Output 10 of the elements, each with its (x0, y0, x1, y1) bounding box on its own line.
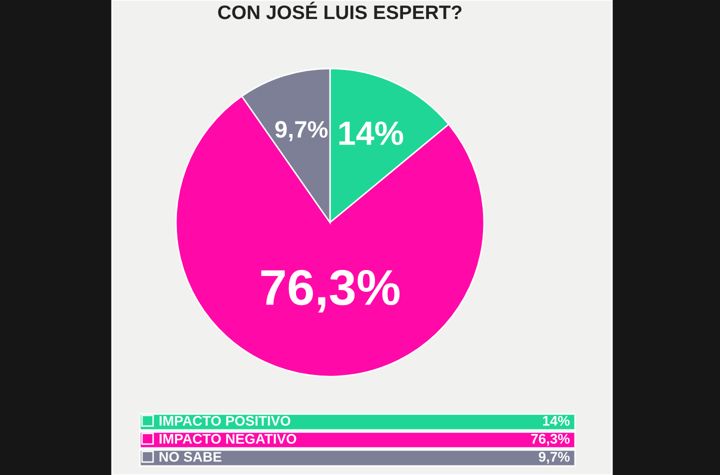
data-label: 14% (339, 122, 404, 145)
text: 76,3% (531, 434, 570, 446)
data-label: 9,7% (275, 121, 328, 142)
chart-title: CON JOSÉ LUIS ESPERT? (218, 2, 462, 20)
text: 9,7% (538, 452, 570, 464)
data-label: 76,3% (261, 270, 400, 312)
legend-label: IMPACTO POSITIVO (160, 416, 290, 426)
legend-label: NO SABE (160, 452, 222, 462)
legend-label: IMPACTO NEGATIVO (160, 434, 296, 444)
text: 14% (543, 416, 570, 426)
